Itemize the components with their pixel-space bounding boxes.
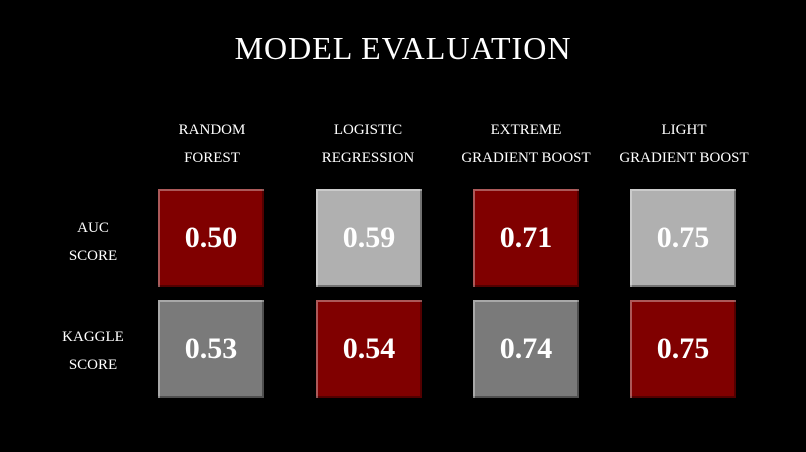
column-header-random-forest: RANDOM FOREST — [132, 116, 292, 172]
column-header-light-gradient-boost: LIGHT GRADIENT BOOST — [604, 116, 764, 172]
column-header-line: LOGISTIC — [333, 122, 403, 138]
score-cell-kaggle-extreme-gradient-boost: 0.74 — [473, 300, 579, 398]
column-header-logistic-regression: LOGISTIC REGRESSION — [288, 116, 448, 172]
column-header-line: FOREST — [184, 150, 240, 166]
score-cell-kaggle-logistic-regression: 0.54 — [316, 300, 422, 398]
row-header-line: SCORE — [68, 248, 118, 264]
column-header-extreme-gradient-boost: EXTREME GRADIENT BOOST — [446, 116, 606, 172]
score-cell-auc-light-gradient-boost: 0.75 — [630, 189, 736, 287]
row-header-kaggle-score: KAGGLE SCORE — [48, 323, 138, 379]
row-header-line: SCORE — [68, 357, 118, 373]
score-cell-auc-logistic-regression: 0.59 — [316, 189, 422, 287]
column-header-line: EXTREME — [490, 122, 562, 138]
column-header-line: GRADIENT BOOST — [619, 150, 749, 166]
column-header-line: GRADIENT BOOST — [461, 150, 591, 166]
column-header-line: RANDOM — [178, 122, 246, 138]
row-header-line: KAGGLE — [62, 329, 124, 345]
row-header-auc-score: AUC SCORE — [48, 214, 138, 270]
page-title: MODEL EVALUATION — [234, 30, 572, 66]
column-header-line: REGRESSION — [321, 150, 415, 166]
column-header-line: LIGHT — [661, 122, 707, 138]
score-cell-auc-random-forest: 0.50 — [158, 189, 264, 287]
score-cell-kaggle-random-forest: 0.53 — [158, 300, 264, 398]
row-header-line: AUC — [77, 220, 109, 236]
score-cell-kaggle-light-gradient-boost: 0.75 — [630, 300, 736, 398]
score-cell-auc-extreme-gradient-boost: 0.71 — [473, 189, 579, 287]
